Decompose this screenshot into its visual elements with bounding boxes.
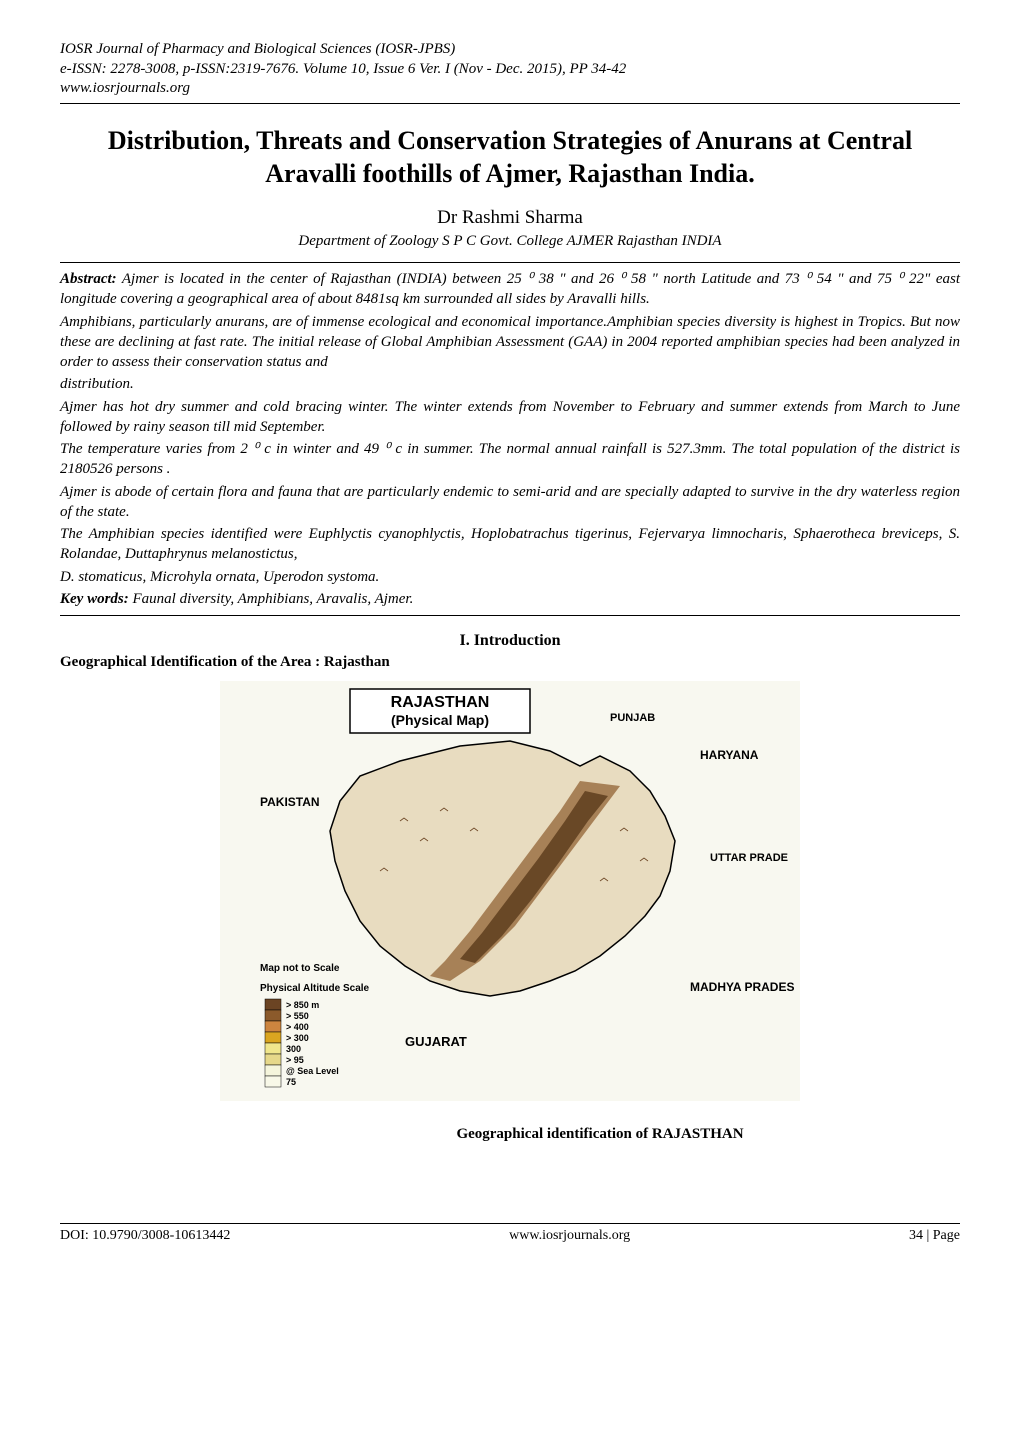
label-pakistan: PAKISTAN — [260, 795, 320, 809]
svg-text:75: 75 — [286, 1077, 296, 1087]
author-name: Dr Rashmi Sharma — [60, 207, 960, 229]
abstract-p4: Ajmer has hot dry summer and cold bracin… — [60, 397, 960, 438]
label-madhya-pradesh: MADHYA PRADES — [690, 980, 794, 994]
keywords-label: Key words: — [60, 591, 129, 607]
map-title-2: (Physical Map) — [391, 712, 489, 728]
journal-header: IOSR Journal of Pharmacy and Biological … — [60, 40, 960, 99]
svg-text:> 850 m: > 850 m — [286, 1000, 319, 1010]
abstract-p3: distribution. — [60, 374, 960, 394]
figure-caption: Geographical identification of RAJASTHAN — [60, 1126, 960, 1143]
svg-text:> 550: > 550 — [286, 1011, 309, 1021]
svg-text:> 300: > 300 — [286, 1033, 309, 1043]
abstract-p6: Ajmer is abode of certain flora and faun… — [60, 482, 960, 523]
map-figure: RAJASTHAN (Physical Map) PUNJAB HARYANA … — [60, 681, 960, 1106]
svg-text:> 400: > 400 — [286, 1022, 309, 1032]
label-haryana: HARYANA — [700, 748, 759, 762]
abstract-rule-top — [60, 262, 960, 263]
section-1-heading: I. Introduction — [60, 632, 960, 650]
footer-page: 34 | Page — [909, 1228, 960, 1244]
map-title-1: RAJASTHAN — [391, 694, 490, 711]
abstract-label: Abstract: — [60, 271, 117, 287]
footer-doi: DOI: 10.9790/3008-10613442 — [60, 1228, 230, 1244]
header-rule — [60, 103, 960, 104]
keywords-line: Key words: Faunal diversity, Amphibians,… — [60, 589, 960, 609]
map-scale-note: Map not to Scale — [260, 963, 340, 974]
abstract-p7: The Amphibian species identified were Eu… — [60, 524, 960, 565]
label-gujarat: GUJARAT — [405, 1034, 467, 1049]
abstract-p1: Abstract: Ajmer is located in the center… — [60, 269, 960, 310]
footer-website: www.iosrjournals.org — [509, 1228, 630, 1244]
abstract-text-1: Ajmer is located in the center of Rajast… — [60, 271, 960, 307]
abstract-p8: D. stomaticus, Microhyla ornata, Uperodo… — [60, 567, 960, 587]
svg-text:> 95: > 95 — [286, 1055, 304, 1065]
journal-name: IOSR Journal of Pharmacy and Biological … — [60, 40, 960, 60]
section-1-subheading: Geographical Identification of the Area … — [60, 654, 960, 671]
svg-text:300: 300 — [286, 1044, 301, 1054]
paper-title: Distribution, Threats and Conservation S… — [60, 124, 960, 192]
abstract-rule-bottom — [60, 615, 960, 616]
svg-text:@ Sea Level: @ Sea Level — [286, 1066, 339, 1076]
keywords-text: Faunal diversity, Amphibians, Aravalis, … — [129, 591, 414, 607]
legend-title: Physical Altitude Scale — [260, 983, 370, 994]
journal-website: www.iosrjournals.org — [60, 79, 960, 99]
rajasthan-map: RAJASTHAN (Physical Map) PUNJAB HARYANA … — [220, 681, 800, 1101]
abstract-p5: The temperature varies from 2 ⁰ c in win… — [60, 439, 960, 480]
page-footer: DOI: 10.9790/3008-10613442 www.iosrjourn… — [60, 1223, 960, 1244]
abstract-p2: Amphibians, particularly anurans, are of… — [60, 312, 960, 373]
label-punjab: PUNJAB — [610, 712, 655, 724]
label-uttar-pradesh: UTTAR PRADE — [710, 852, 788, 864]
abstract-section: Abstract: Ajmer is located in the center… — [60, 269, 960, 609]
author-affiliation: Department of Zoology S P C Govt. Colleg… — [60, 233, 960, 250]
issn-line: e-ISSN: 2278-3008, p-ISSN:2319-7676. Vol… — [60, 60, 960, 80]
